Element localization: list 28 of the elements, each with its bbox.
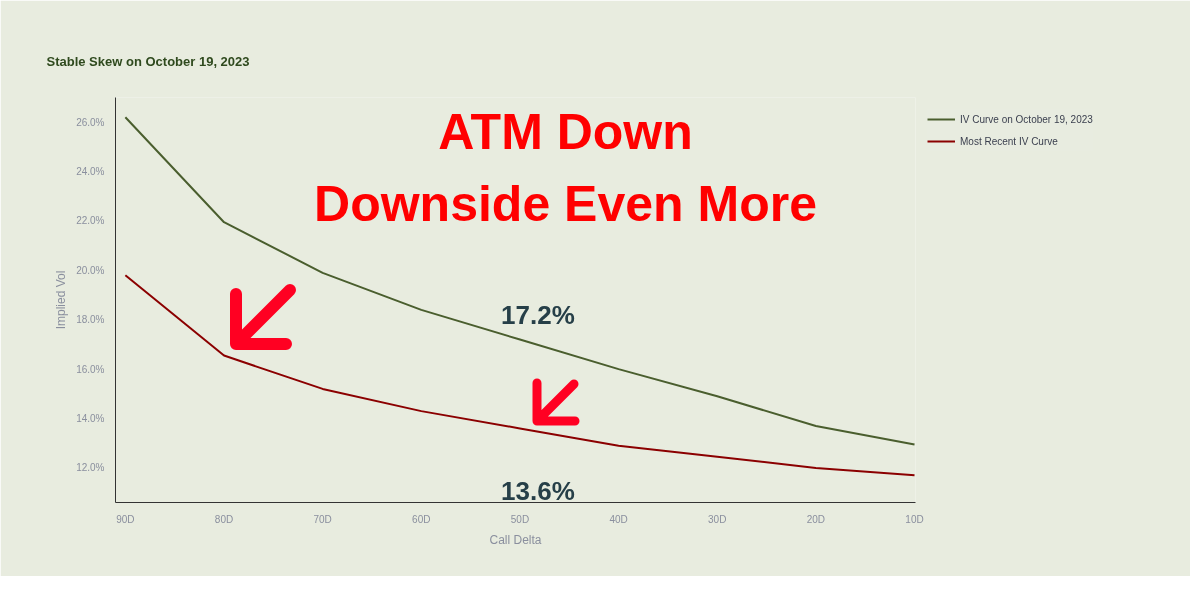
y-axis-title: Implied Vol bbox=[54, 270, 69, 330]
y-tick-label: 26.0% bbox=[76, 116, 105, 128]
x-tick-label: 30D bbox=[708, 513, 727, 525]
line-series bbox=[124, 274, 916, 477]
annotation: 17.2% bbox=[501, 299, 575, 330]
legend-label: Most Recent IV Curve bbox=[960, 135, 1058, 147]
x-tick-label: 20D bbox=[806, 513, 826, 525]
y-tick-label: 24.0% bbox=[76, 166, 105, 178]
annotation: Downside Even More bbox=[314, 175, 817, 232]
y-tick-label: 16.0% bbox=[76, 363, 105, 375]
x-tick-label: 40D bbox=[609, 513, 628, 525]
y-tick-label: 20.0% bbox=[76, 264, 105, 276]
x-tick-label: 80D bbox=[214, 513, 234, 525]
x-tick-label: 90D bbox=[116, 513, 135, 525]
y-tick-label: 18.0% bbox=[76, 314, 105, 326]
annotation: ATM Down bbox=[438, 103, 693, 160]
legend-label: IV Curve on October 19, 2023 bbox=[960, 113, 1093, 125]
x-tick-label: 70D bbox=[313, 513, 332, 525]
x-tick-label: 10D bbox=[905, 513, 924, 525]
y-tick-label: 12.0% bbox=[76, 462, 105, 474]
x-tick-label: 50D bbox=[510, 513, 530, 525]
line-series bbox=[124, 116, 916, 446]
x-tick-label: 60D bbox=[412, 513, 431, 525]
x-axis-title: Call Delta bbox=[489, 532, 542, 547]
y-tick-label: 14.0% bbox=[76, 413, 105, 425]
annotation: 13.6% bbox=[501, 476, 575, 507]
chart-title: Stable Skew on October 19, 2023 bbox=[46, 53, 250, 69]
y-tick-label: 22.0% bbox=[76, 215, 105, 227]
